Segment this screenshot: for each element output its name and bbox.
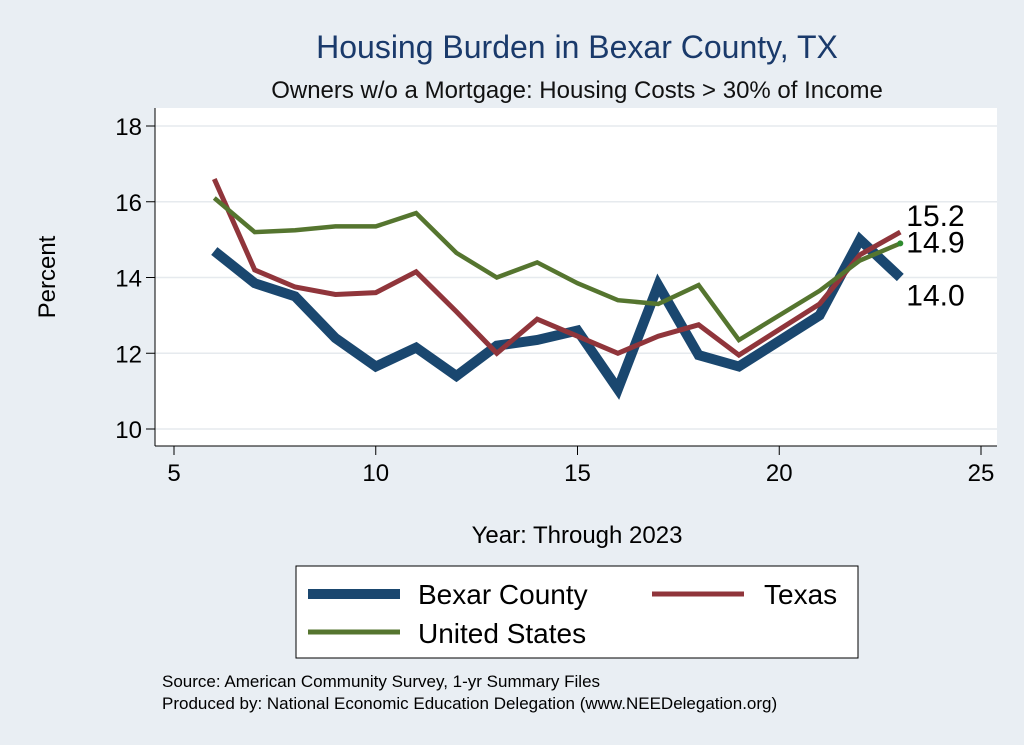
legend: Bexar County Texas United States — [295, 565, 859, 659]
end-labels: 14.0 15.214.9 — [897, 200, 965, 313]
x-tick-label-10: 10 — [362, 460, 389, 487]
end-label-texas: 15.2 — [906, 200, 964, 233]
source-note: Source: American Community Survey, 1-yr … — [162, 672, 600, 691]
series-line-bexar-county — [211, 231, 904, 400]
legend-label-bexar-county: Bexar County — [418, 579, 588, 610]
legend-label-united-states: United States — [418, 618, 586, 649]
end-label-united-states: 14.9 — [906, 226, 964, 259]
chart-subtitle: Owners w/o a Mortgage: Housing Costs > 3… — [271, 77, 883, 104]
y-tick-label-14: 14 — [115, 266, 142, 293]
x-ticks: 5 10 15 20 25 — [167, 446, 994, 487]
x-tick-label-25: 25 — [968, 460, 995, 487]
legend-box — [295, 565, 859, 659]
y-tick-label-16: 16 — [115, 190, 142, 217]
end-marker-united-states — [897, 240, 904, 247]
series-group — [211, 177, 904, 400]
y-axis-title: Percent — [34, 235, 61, 318]
x-tick-label-5: 5 — [167, 460, 180, 487]
x-tick-label-20: 20 — [766, 460, 793, 487]
y-tick-label-12: 12 — [115, 341, 142, 368]
y-ticks: 10 12 14 16 18 — [115, 114, 155, 444]
grid — [155, 125, 997, 430]
produced-by-note: Produced by: National Economic Education… — [162, 694, 777, 713]
series-line-texas — [212, 177, 902, 359]
series-line-united-states — [212, 196, 902, 343]
legend-label-texas: Texas — [764, 579, 837, 610]
chart-title: Housing Burden in Bexar County, TX — [316, 29, 838, 65]
y-tick-label-18: 18 — [115, 114, 142, 141]
x-tick-label-15: 15 — [564, 460, 591, 487]
x-axis-title: Year: Through 2023 — [472, 522, 683, 549]
end-label-bexar-county: 14.0 — [906, 280, 964, 313]
y-tick-label-10: 10 — [115, 417, 142, 444]
